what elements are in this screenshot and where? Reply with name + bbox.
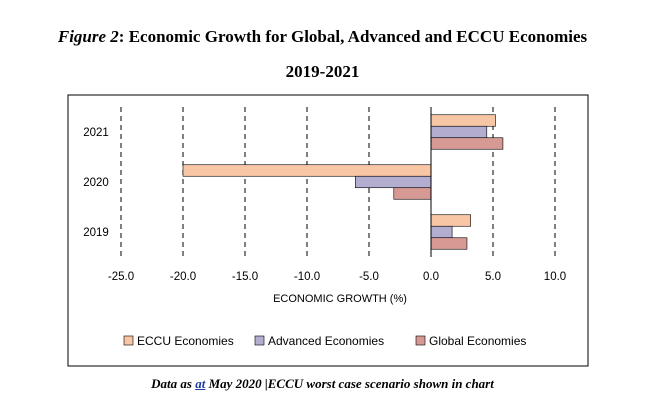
title-text: : Economic Growth for Global, Advanced a… <box>118 27 588 46</box>
x-tick-label-6: 5.0 <box>485 271 501 283</box>
x-tick-label-7: 10.0 <box>544 271 566 283</box>
chart-subtitle: 2019-2021 <box>285 62 360 81</box>
footnote-text-2: May 2020 |ECCU worst case scenario shown… <box>205 376 494 391</box>
legend-label-eccu-economies: ECCU Economies <box>137 334 234 348</box>
x-axis-title: ECONOMIC GROWTH (%) <box>273 293 407 305</box>
bar-2021-eccu-economies <box>430 114 496 127</box>
bar-2020-eccu-economies <box>182 164 432 177</box>
x-tick-label-4: -5.0 <box>359 271 379 283</box>
x-tick-label-5: 0.0 <box>423 271 439 283</box>
legend-swatch-global-economies <box>415 335 426 346</box>
bar-2019-global-economies <box>430 237 468 250</box>
legend-swatch-advanced-economies <box>254 335 265 346</box>
legend-label-advanced-economies: Advanced Economies <box>268 334 384 348</box>
legend-label-global-economies: Global Economies <box>429 334 526 348</box>
footnote-link[interactable]: at <box>195 376 206 391</box>
figure-label: Figure 2 <box>57 27 119 46</box>
chart-title: Figure 2: Economic Growth for Global, Ad… <box>0 27 645 47</box>
x-tick-label-0: -25.0 <box>108 271 134 283</box>
legend-swatch-eccu-economies <box>123 335 134 346</box>
bar-2021-advanced-economies <box>430 125 488 139</box>
chart-frame <box>67 94 589 367</box>
footnote-text-1: Data as <box>151 376 196 391</box>
x-tick-label-2: -15.0 <box>232 271 258 283</box>
y-tick-label-2020: 2020 <box>83 177 109 189</box>
bar-2019-advanced-economies <box>430 225 453 239</box>
bar-2019-eccu-economies <box>430 214 471 227</box>
x-axis-labels: -25.0 -20.0 -15.0 -10.0 -5.0 0.0 5.0 10.0 <box>108 271 566 283</box>
y-tick-label-2021: 2021 <box>83 127 109 139</box>
footnote: Data as at May 2020 |ECCU worst case sce… <box>0 376 645 392</box>
bar-2020-global-economies <box>393 187 432 200</box>
bar-2020-advanced-economies <box>355 175 432 189</box>
bars <box>182 107 504 257</box>
x-tick-label-3: -10.0 <box>294 271 320 283</box>
legend: ECCU Economies Advanced Economies Global E… <box>123 334 526 348</box>
x-tick-label-1: -20.0 <box>170 271 196 283</box>
y-axis-labels: 2021 2020 2019 <box>83 127 109 239</box>
y-tick-label-2019: 2019 <box>83 227 109 239</box>
bar-2021-global-economies <box>430 137 504 150</box>
